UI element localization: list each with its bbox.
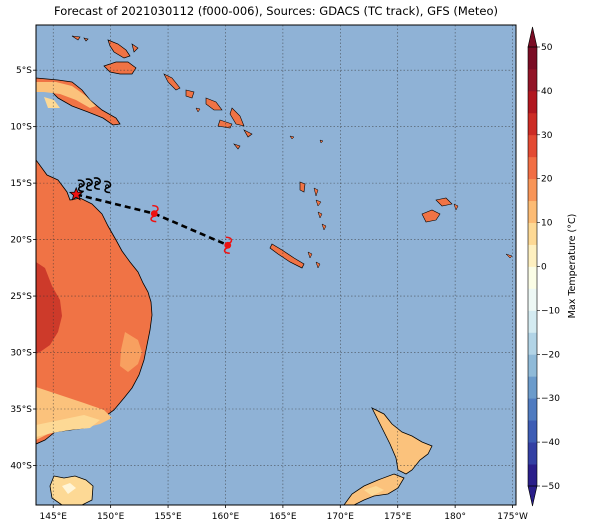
map-title: Forecast of 2021030112 (f000-006), Sourc… (54, 4, 498, 18)
latitude-tick-label: 25°S (10, 292, 32, 302)
latitude-tick-label: 30°S (10, 349, 32, 359)
latitude-tick-label: 40°S (10, 461, 32, 471)
cyclone-history-symbol (104, 180, 112, 194)
forecast-position-dot (224, 241, 232, 249)
current-position-star (68, 186, 84, 201)
longitude-tick-label: 175°W (497, 512, 528, 522)
cyclone-symbol-eye (86, 182, 92, 187)
longitude-tick-label: 155°E (154, 512, 182, 522)
latitude-tick-label: 35°S (10, 405, 32, 415)
forecast-cyclone-symbol (150, 204, 159, 223)
new-guinea-landmass (36, 77, 121, 126)
latitude-tick-label: 15°S (10, 179, 32, 189)
new-caledonia (269, 243, 305, 269)
longitude-tick-label: 170°E (327, 512, 355, 522)
cyclone-history-symbol (77, 179, 85, 193)
cyclone-history-symbol (93, 177, 101, 190)
cyclone-symbol-eye (94, 180, 100, 186)
forecast-cyclone-symbol (223, 236, 233, 254)
latitude-tick-label: 20°S (10, 236, 32, 246)
cyclone-history-symbol (85, 178, 93, 192)
small-island (319, 139, 324, 144)
vanuatu-islands (299, 181, 327, 231)
longitude-tick-label: 165°E (269, 512, 297, 522)
forecast-position-dot (150, 210, 158, 218)
latitude-tick-label: 10°S (10, 123, 32, 133)
bismarck-islands (71, 35, 139, 75)
fiji-islands (421, 197, 459, 223)
longitude-tick-label: 145°E (40, 512, 68, 522)
storm-track (68, 177, 233, 254)
latitude-tick-label: 5°S (16, 66, 32, 76)
australia-landmass (36, 159, 153, 445)
longitude-tick-label: 160°E (212, 512, 240, 522)
small-island (289, 135, 295, 140)
longitude-tick-label: 180° (444, 512, 466, 522)
longitude-tick-label: 175°E (384, 512, 412, 522)
map-gridlines (36, 25, 516, 505)
small-island (505, 253, 513, 259)
map-frame (35, 24, 517, 506)
longitude-tick-labels: 145°E 150°E 155°E 160°E 165°E 170°E 175°E 180° 1… (40, 505, 528, 522)
cyclone-symbol-eye (78, 183, 83, 188)
latitude-tick-labels: 5°S 10°S 15°S 20°S 25°S 30°S 35°S 40°S (10, 66, 36, 471)
longitude-tick-label: 150°E (97, 512, 125, 522)
new-zealand-landmass (343, 407, 433, 505)
cyclone-symbol-eye (104, 184, 110, 189)
